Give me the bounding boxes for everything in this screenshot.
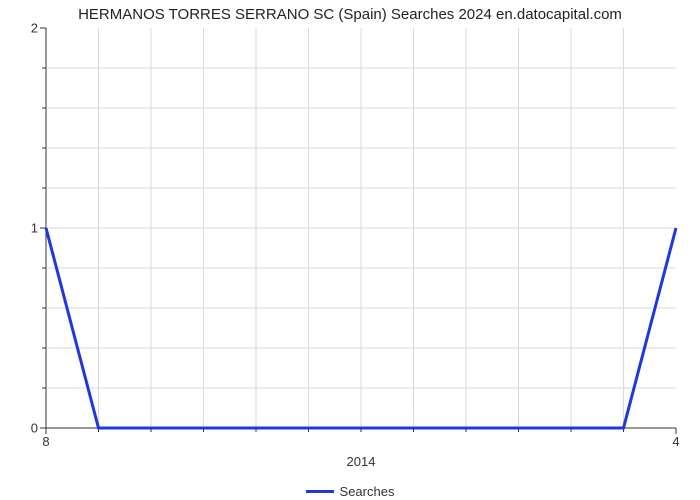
x-tick-label: 4 <box>672 434 679 449</box>
y-tick-label: 2 <box>31 21 38 36</box>
x-secondary-label: 2014 <box>347 454 376 469</box>
legend-swatch <box>306 490 334 493</box>
legend-label: Searches <box>340 484 395 499</box>
legend: Searches <box>0 480 700 499</box>
chart-title: HERMANOS TORRES SERRANO SC (Spain) Searc… <box>0 6 700 23</box>
y-tick-label: 1 <box>31 221 38 236</box>
plot-svg <box>46 28 676 428</box>
plot-area: 012842014 <box>46 28 676 428</box>
legend-item: Searches <box>306 484 395 499</box>
x-tick-label: 8 <box>42 434 49 449</box>
y-tick-label: 0 <box>31 421 38 436</box>
chart-container: HERMANOS TORRES SERRANO SC (Spain) Searc… <box>0 0 700 500</box>
